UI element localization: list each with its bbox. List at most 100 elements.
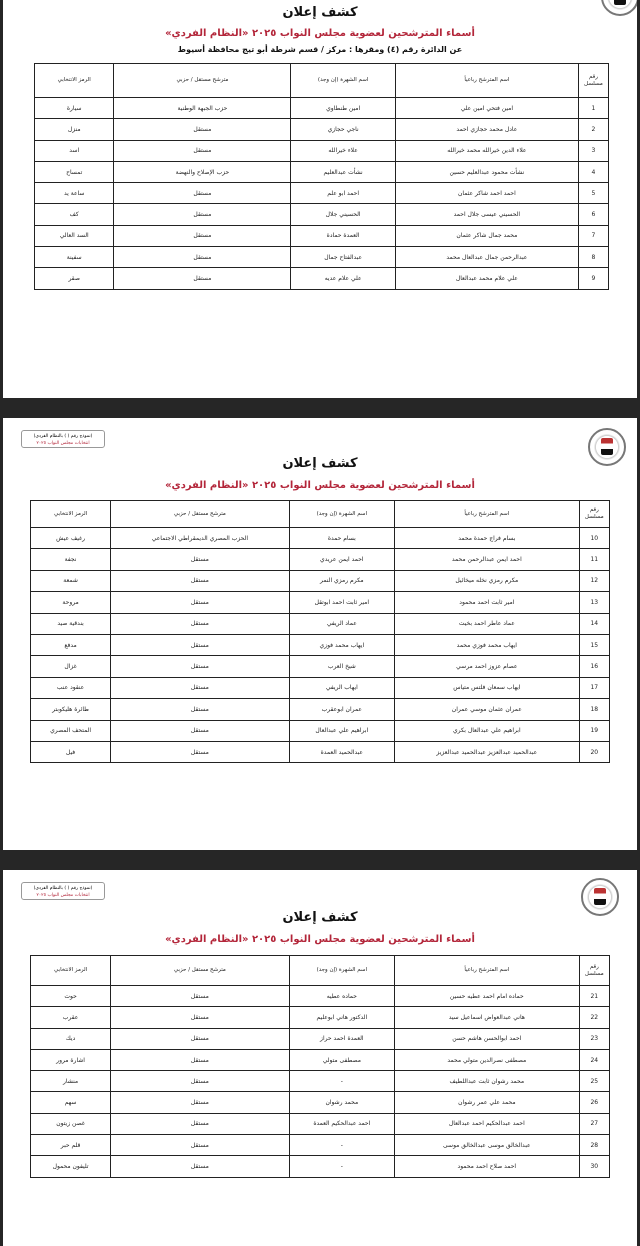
cell-affiliation: مستقل bbox=[110, 655, 290, 678]
cell-electoral-symbol: كف bbox=[33, 203, 115, 226]
cell-serial-number: 1 bbox=[577, 96, 610, 120]
cell-candidate-name: مكرم رمزي نخله ميخائيل bbox=[394, 569, 580, 593]
cell-serial-number: 15 bbox=[578, 633, 611, 657]
cell-candidate-name: احمد ايمن عبدالرحمن محمد bbox=[394, 548, 580, 571]
table-row: 8 عبدالرحمن جمال عبدالعال محمد عبدالفتاح ج… bbox=[33, 246, 610, 269]
cell-candidate-name: ابراهيم علي عبدالعال بكري bbox=[394, 719, 580, 742]
cell-serial-number: 25 bbox=[578, 1070, 611, 1093]
cell-serial-number: 10 bbox=[578, 526, 611, 550]
cell-candidate-name: حماده امام احمد عطيه حسين bbox=[394, 984, 580, 1008]
cell-electoral-symbol: مدفع bbox=[29, 633, 112, 657]
cell-serial-number: 4 bbox=[577, 160, 610, 184]
cell-electoral-symbol: صقر bbox=[33, 267, 115, 290]
cell-affiliation: حزب الإصلاح والنهضة bbox=[113, 160, 292, 184]
cell-electoral-symbol: تليفون محمول bbox=[29, 1155, 112, 1178]
cell-affiliation: مستقل bbox=[113, 118, 292, 141]
cell-known-as-name: عبدالحميد العمدة bbox=[288, 740, 396, 764]
cell-affiliation: مستقل bbox=[110, 1155, 290, 1178]
cell-electoral-symbol: حوت bbox=[29, 984, 112, 1008]
cell-candidate-name: عبدالحميد عبدالعزيز عبدالحميد عبدالعزيز bbox=[394, 740, 580, 764]
cell-serial-number: 18 bbox=[578, 698, 611, 721]
cell-serial-number: 8 bbox=[577, 246, 610, 269]
cell-affiliation: مستقل bbox=[110, 740, 290, 764]
cell-known-as-name: علاء خيرالله bbox=[290, 139, 396, 162]
column-header-candidate-name: اسم المترشح رباعياً bbox=[394, 63, 579, 98]
table-row: 12 مكرم رمزي نخله ميخائيل مكرم رمزي النمر م… bbox=[29, 569, 611, 593]
cell-candidate-name: احمد ابوالحسن هاشم حسن bbox=[394, 1027, 580, 1050]
cell-electoral-symbol: المتحف المصري bbox=[29, 719, 112, 742]
table-row: 21 حماده امام احمد عطيه حسين حماده عطيه مست… bbox=[29, 984, 611, 1008]
column-header-known-as-name: اسم الشهرة (إن وجد) bbox=[288, 955, 396, 986]
cell-known-as-name: محمد رشوان bbox=[288, 1091, 396, 1114]
cell-affiliation: مستقل bbox=[113, 203, 292, 226]
page-subtitle: أسماء المترشحين لعضوية مجلس النواب ٢٠٢٥ … bbox=[165, 934, 475, 945]
cell-known-as-name: امير ثابت احمد ابوتقل bbox=[288, 591, 396, 614]
cell-candidate-name: محمد علي عمر رشوان bbox=[394, 1091, 580, 1114]
table-row: 10 بسام فراج حمدة محمد بسام حمدة الحزب المص… bbox=[29, 526, 611, 550]
cell-candidate-name: امين فتحي امين علي bbox=[394, 96, 579, 120]
form-badge-line2: انتخابات مجلس النواب ٢٠٢٥ bbox=[36, 893, 90, 898]
cell-affiliation: مستقل bbox=[110, 633, 290, 657]
column-header-electoral-symbol: الرمز الانتخابي bbox=[29, 955, 112, 986]
cell-known-as-name: شيخ العرب bbox=[288, 655, 396, 678]
table-row: 13 امير ثابت احمد محمود امير ثابت احمد ابو… bbox=[29, 591, 611, 614]
cell-known-as-name: مكرم رمزي النمر bbox=[288, 569, 396, 593]
cell-serial-number: 20 bbox=[578, 740, 611, 764]
district-line: عن الدائرة رقم (٤) ومقرها : مركز / قسم ش… bbox=[177, 45, 463, 54]
cell-serial-number: 9 bbox=[577, 267, 610, 290]
document-page-2: (نموذج رقم ( ) بالنظام الفردي) انتخابات … bbox=[3, 418, 637, 850]
table-row: 26 محمد علي عمر رشوان محمد رشوان مستقل سهم bbox=[29, 1091, 611, 1114]
cell-electoral-symbol: غصن زيتون bbox=[29, 1112, 112, 1136]
cell-candidate-name: علي علام محمد عبدالعال bbox=[394, 267, 579, 290]
cell-affiliation: مستقل bbox=[110, 676, 290, 700]
cell-electoral-symbol: منشار bbox=[29, 1070, 112, 1093]
cell-serial-number: 22 bbox=[578, 1006, 611, 1029]
cell-serial-number: 24 bbox=[578, 1048, 611, 1072]
table-row: 5 احمد احمد شاكر عثمان احمد ابو علم مستقل سا… bbox=[33, 182, 610, 205]
cell-candidate-name: علاء الدين خيرالله محمد خيرالله bbox=[394, 139, 579, 162]
cell-serial-number: 2 bbox=[577, 118, 610, 141]
table-row: 27 احمد عبدالحكيم احمد عبدالعال احمد عبدال… bbox=[29, 1112, 611, 1136]
cell-candidate-name: احمد عبدالحكيم احمد عبدالعال bbox=[394, 1112, 580, 1136]
cell-known-as-name: احمد ابو علم bbox=[290, 182, 396, 205]
cell-electoral-symbol: طائرة هليكوبتر bbox=[29, 698, 112, 721]
cell-electoral-symbol: شمعة bbox=[29, 569, 112, 593]
cell-known-as-name: - bbox=[288, 1155, 396, 1178]
cell-electoral-symbol: رغيف عيش bbox=[29, 526, 112, 550]
cell-affiliation: مستقل bbox=[113, 267, 292, 290]
cell-serial-number: 21 bbox=[578, 984, 611, 1008]
candidates-table: رقم مسلسل اسم المترشح رباعياً اسم الشهرة (… bbox=[33, 63, 610, 290]
cell-candidate-name: بسام فراج حمدة محمد bbox=[394, 526, 580, 550]
document-page-1: كشف إعلان أسماء المترشحين لعضوية مجلس ال… bbox=[3, 0, 637, 398]
form-badge-line2: انتخابات مجلس النواب ٢٠٢٥ bbox=[36, 441, 90, 446]
form-badge: (نموذج رقم ( ) بالنظام الفردي) انتخابات … bbox=[21, 882, 105, 900]
cell-electoral-symbol: نجفة bbox=[29, 548, 112, 571]
table-header-row: رقم مسلسل اسم المترشح رباعياً اسم الشهرة (… bbox=[29, 500, 611, 528]
table-row: 1 امين فتحي امين علي امين طنطاوي حزب الجبهة… bbox=[33, 96, 610, 120]
table-row: 7 محمد جمال شاكر عثمان العمدة حمادة مستقل ال… bbox=[33, 224, 610, 248]
table-row: 11 احمد ايمن عبدالرحمن محمد احمد ايمن عريد… bbox=[29, 548, 611, 571]
cell-known-as-name: - bbox=[288, 1134, 396, 1157]
cell-affiliation: مستقل bbox=[110, 698, 290, 721]
column-header-candidate-name: اسم المترشح رباعياً bbox=[394, 500, 580, 528]
cell-affiliation: مستقل bbox=[113, 139, 292, 162]
page-title: كشف إعلان bbox=[282, 910, 358, 925]
table-row: 24 مصطفى نصرالدين متولي محمد مصطفى متولي مس… bbox=[29, 1048, 611, 1072]
cell-affiliation: مستقل bbox=[110, 1070, 290, 1093]
cell-affiliation: مستقل bbox=[110, 1112, 290, 1136]
cell-affiliation: مستقل bbox=[113, 224, 292, 248]
cell-known-as-name: مصطفى متولي bbox=[288, 1048, 396, 1072]
cell-known-as-name: احمد ايمن عريدي bbox=[288, 548, 396, 571]
page-subtitle: أسماء المترشحين لعضوية مجلس النواب ٢٠٢٥ … bbox=[165, 28, 475, 39]
cell-affiliation: مستقل bbox=[110, 569, 290, 593]
egypt-emblem-logo bbox=[588, 428, 626, 466]
cell-serial-number: 16 bbox=[578, 655, 611, 678]
cell-affiliation: مستقل bbox=[110, 984, 290, 1008]
cell-candidate-name: عماد عاطر احمد بخيت bbox=[394, 612, 580, 635]
cell-candidate-name: نشأت محمود عبدالعليم حسين bbox=[394, 160, 579, 184]
cell-known-as-name: عماد الريفي bbox=[288, 612, 396, 635]
table-row: 17 ايهاب سمعان فلتس متياس ايهاب الريفي مستق… bbox=[29, 676, 611, 700]
cell-candidate-name: عادل محمد حجازي احمد bbox=[394, 118, 579, 141]
cell-affiliation: الحزب المصري الديمقراطي الاجتماعي bbox=[110, 526, 290, 550]
cell-electoral-symbol: سيارة bbox=[33, 96, 115, 120]
